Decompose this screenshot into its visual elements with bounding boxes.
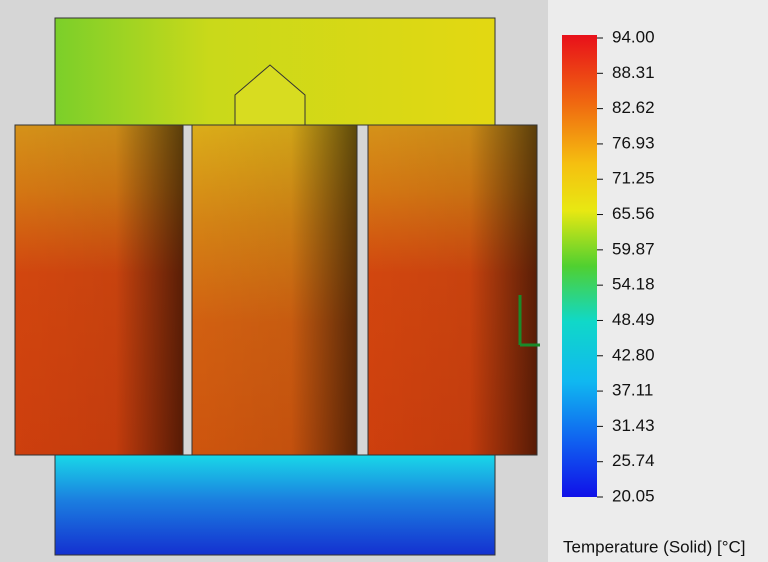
transformer-model xyxy=(15,18,540,555)
legend-title: Temperature (Solid) [°C] xyxy=(563,537,746,556)
left-core-shade xyxy=(15,125,183,455)
tick-label: 94.00 xyxy=(612,27,655,46)
tick-label: 54.18 xyxy=(612,275,655,294)
tick-label: 42.80 xyxy=(612,345,655,364)
tick-label: 37.11 xyxy=(612,381,653,400)
tick-label: 88.31 xyxy=(612,63,655,82)
middle-core-shade xyxy=(192,125,357,455)
simulation-view: 94.00 88.31 82.62 76.93 71.25 65.56 59.87 54.18… xyxy=(0,0,768,562)
tick-label: 76.93 xyxy=(612,133,655,152)
color-bar xyxy=(562,35,597,497)
tick-label: 48.49 xyxy=(612,310,655,329)
tick-label: 25.74 xyxy=(612,451,655,470)
tick-label: 82.62 xyxy=(612,98,655,117)
tick-label: 31.43 xyxy=(612,416,655,435)
bottom-yoke xyxy=(55,455,495,555)
right-core-shade xyxy=(368,125,537,455)
tick-label: 59.87 xyxy=(612,239,655,258)
tick-label: 71.25 xyxy=(612,169,655,188)
tick-label: 20.05 xyxy=(612,486,655,505)
tick-label: 65.56 xyxy=(612,204,655,223)
